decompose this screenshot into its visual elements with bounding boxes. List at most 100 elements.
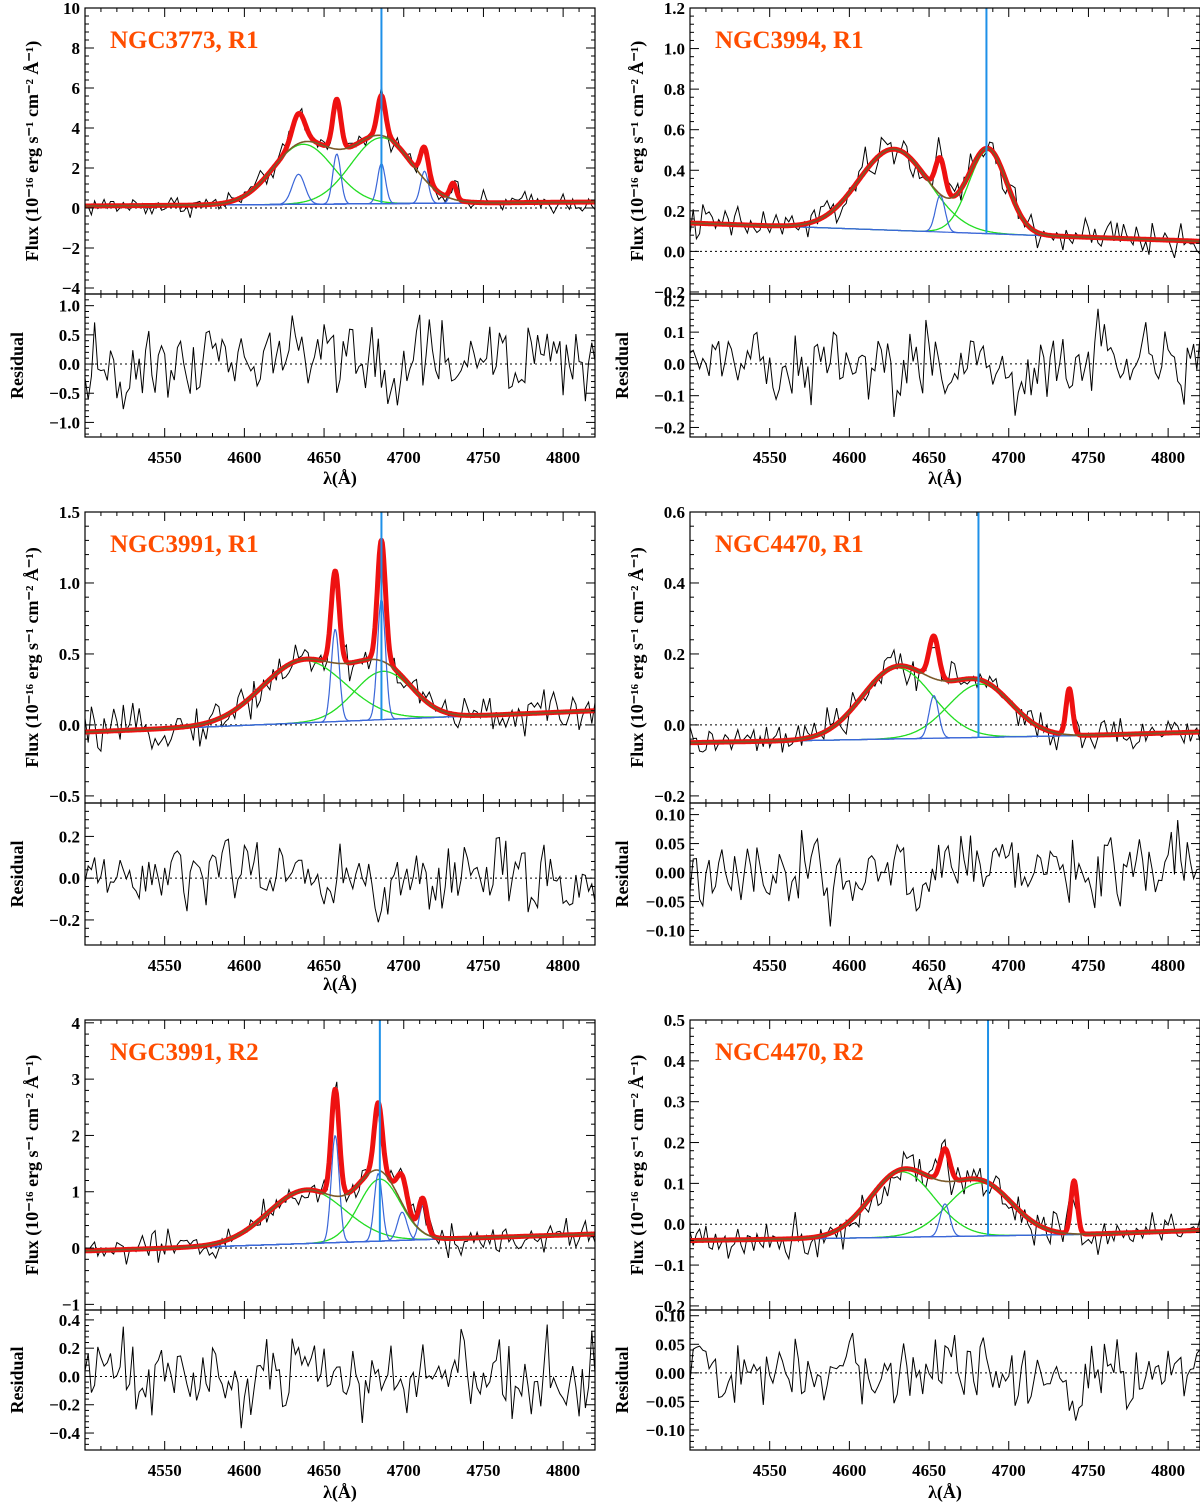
flux-tick-label: 0.1 — [664, 1174, 685, 1193]
residual-axis-label: Residual — [7, 332, 27, 399]
x-axis-label: λ(Å) — [928, 468, 962, 489]
flux-tick-label: 4 — [72, 1014, 81, 1033]
residual-spectrum — [85, 1324, 595, 1429]
residual-plot — [690, 308, 1200, 418]
residual-plot — [690, 1332, 1200, 1421]
flux-axis-label: Flux (10⁻¹⁶ erg s⁻¹ cm⁻² Å⁻¹) — [22, 547, 43, 767]
x-tick-label: 4650 — [912, 1461, 946, 1480]
residual-tick-label: −0.2 — [49, 1396, 80, 1415]
x-axis-label: λ(Å) — [323, 1482, 357, 1503]
flux-tick-label: 2 — [72, 159, 81, 178]
residual-frame — [84, 802, 596, 946]
flux-axis-label: Flux (10⁻¹⁶ erg s⁻¹ cm⁻² Å⁻¹) — [627, 547, 648, 767]
x-tick-label: 4550 — [148, 448, 182, 467]
residual-plot — [690, 819, 1200, 927]
flux-plot — [85, 512, 595, 753]
x-tick-label: 4650 — [912, 956, 946, 975]
residual-tick-label: 0.10 — [655, 1307, 685, 1326]
x-tick-label: 4800 — [546, 448, 580, 467]
x-tick-label: 4550 — [753, 448, 787, 467]
broad-plus-continuum-fit — [690, 664, 1200, 744]
flux-tick-label: 0 — [72, 199, 81, 218]
flux-tick-label: −0.2 — [654, 1297, 685, 1316]
x-tick-label: 4700 — [992, 956, 1026, 975]
x-axis-label: λ(Å) — [928, 974, 962, 995]
residual-tick-label: 0.5 — [59, 326, 80, 345]
x-tick-label: 4750 — [1071, 1461, 1105, 1480]
residual-tick-label: −0.2 — [654, 418, 685, 437]
x-axis-label: λ(Å) — [323, 468, 357, 489]
flux-tick-label: 0.2 — [664, 645, 685, 664]
flux-axis-label: Flux (10⁻¹⁶ erg s⁻¹ cm⁻² Å⁻¹) — [627, 1055, 648, 1275]
flux-plot — [690, 1020, 1200, 1261]
flux-tick-label: 0.8 — [664, 80, 685, 99]
residual-frame — [689, 802, 1200, 946]
flux-tick-label: 4 — [72, 119, 81, 138]
x-tick-label: 4650 — [307, 448, 341, 467]
x-tick-label: 4700 — [992, 1461, 1026, 1480]
flux-tick-label: 1 — [72, 1183, 81, 1202]
x-tick-label: 4600 — [832, 1461, 866, 1480]
broad-component-1 — [85, 143, 595, 207]
residual-tick-label: 0.05 — [655, 1335, 685, 1354]
flux-tick-label: 0.4 — [664, 1052, 686, 1071]
residual-tick-label: −0.10 — [646, 922, 685, 941]
x-tick-label: 4550 — [753, 956, 787, 975]
flux-tick-label: −2 — [62, 239, 80, 258]
flux-tick-label: 0.4 — [664, 161, 686, 180]
residual-tick-label: −0.05 — [646, 893, 685, 912]
panel-title: NGC3994, R1 — [715, 27, 864, 54]
broad-component-1 — [690, 1171, 1200, 1242]
residual-frame — [689, 293, 1200, 438]
panel-3: 4550 4600 4650 4700 4750 4800 −0.5 0.0 0.5 1.0 1.5… — [7, 503, 596, 995]
x-tick-label: 4750 — [466, 448, 500, 467]
residual-tick-label: 0.0 — [59, 869, 80, 888]
panel-title: NGC3991, R2 — [110, 1039, 259, 1066]
flux-tick-label: 0.4 — [664, 574, 686, 593]
total-fit — [85, 1086, 595, 1254]
flux-tick-label: 1.0 — [664, 40, 685, 59]
total-fit — [85, 93, 595, 209]
residual-tick-label: 0.0 — [59, 355, 80, 374]
flux-tick-label: 0.5 — [664, 1011, 685, 1030]
broad-plus-continuum-fit — [85, 658, 595, 733]
flux-tick-label: 8 — [72, 39, 81, 58]
x-tick-label: 4600 — [227, 956, 261, 975]
residual-tick-label: −0.5 — [49, 384, 80, 403]
panel-1: 4550 4600 4650 4700 4750 4800 −4 −2 0 2 4 6 8 10 −1.0 −… — [7, 0, 596, 489]
residual-tick-label: −0.2 — [49, 911, 80, 930]
residual-axis-label: Residual — [612, 840, 632, 907]
flux-axis-label: Flux (10⁻¹⁶ erg s⁻¹ cm⁻² Å⁻¹) — [22, 1055, 43, 1275]
x-tick-label: 4550 — [148, 956, 182, 975]
flux-plot — [85, 8, 595, 218]
flux-tick-label: 0.0 — [664, 716, 685, 735]
residual-frame — [84, 293, 596, 438]
x-tick-label: 4600 — [832, 448, 866, 467]
panel-4: 4550 4600 4650 4700 4750 4800 −0.2 0.0 0.2 0.4 0.6… — [612, 503, 1200, 995]
x-tick-label: 4700 — [387, 448, 421, 467]
flux-tick-label: 0 — [72, 1239, 81, 1258]
flux-tick-label: 0.3 — [664, 1093, 685, 1112]
x-tick-label: 4800 — [1151, 1461, 1185, 1480]
flux-tick-label: 0.6 — [664, 121, 685, 140]
broad-plus-continuum-fit — [690, 147, 1200, 243]
flux-tick-label: 0.2 — [664, 1134, 685, 1153]
x-tick-label: 4600 — [227, 448, 261, 467]
flux-tick-label: −4 — [62, 279, 81, 298]
panel-title: NGC4470, R2 — [715, 1039, 864, 1066]
residual-plot — [85, 1324, 595, 1429]
residual-tick-label: 0.4 — [59, 1311, 81, 1330]
flux-tick-label: 2 — [72, 1126, 81, 1145]
panel-6: 4550 4600 4650 4700 4750 4800 −0.2 −0.1 0.0 0.1 0.… — [612, 1011, 1200, 1503]
flux-tick-label: 10 — [63, 0, 80, 18]
broad-plus-continuum-fit — [85, 134, 595, 207]
residual-tick-label: −0.05 — [646, 1392, 685, 1411]
total-fit — [85, 537, 595, 735]
broad-plus-continuum-fit — [690, 1168, 1200, 1242]
residual-spectrum — [690, 308, 1200, 418]
flux-tick-label: 0.5 — [59, 645, 80, 664]
x-tick-label: 4750 — [1071, 448, 1105, 467]
panel-title: NGC3773, R1 — [110, 27, 259, 54]
x-tick-label: 4600 — [227, 1461, 261, 1480]
residual-tick-label: 0.00 — [655, 864, 685, 883]
